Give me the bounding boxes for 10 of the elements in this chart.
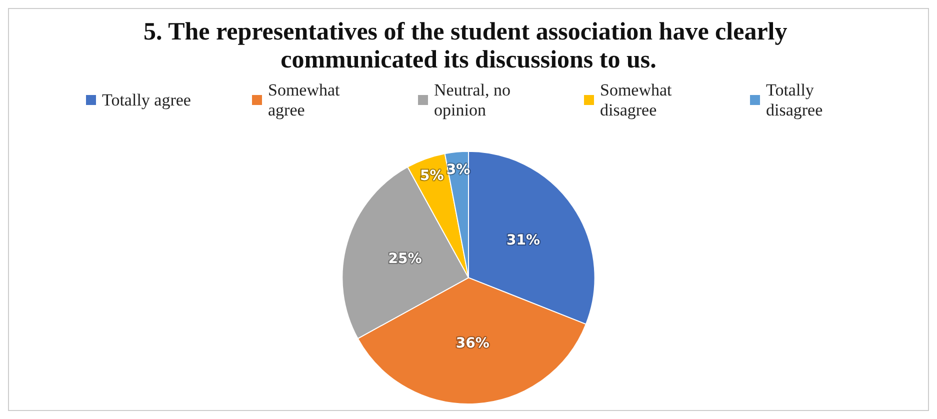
data-label: 36% xyxy=(456,336,490,352)
legend-label: Totally agree xyxy=(102,90,191,110)
legend-label: Neutral, no opinion xyxy=(434,80,515,120)
data-label: 5% xyxy=(420,168,444,184)
data-label: 31% xyxy=(506,232,540,248)
legend-label: Totally disagree xyxy=(766,80,823,120)
legend-label: Somewhat agree xyxy=(268,80,344,120)
chart-title: 5. The representatives of the student association have clearly communicated its discussions to us. xyxy=(144,18,794,74)
data-label: 25% xyxy=(388,251,422,268)
legend-label: Somewhat disagree xyxy=(600,80,676,120)
